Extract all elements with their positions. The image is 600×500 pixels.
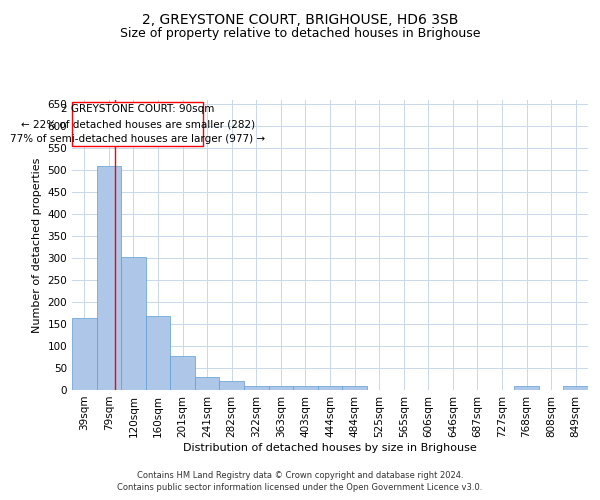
Bar — [146, 316, 170, 390]
Bar — [244, 386, 269, 390]
Bar — [121, 258, 146, 390]
Bar — [293, 386, 318, 390]
Bar — [195, 377, 220, 390]
Bar — [170, 356, 195, 390]
Bar — [563, 386, 588, 390]
Text: 2, GREYSTONE COURT, BRIGHOUSE, HD6 3SB: 2, GREYSTONE COURT, BRIGHOUSE, HD6 3SB — [142, 12, 458, 26]
Bar — [514, 386, 539, 390]
Bar — [342, 386, 367, 390]
Text: 2 GREYSTONE COURT: 90sqm
← 22% of detached houses are smaller (282)
77% of semi-: 2 GREYSTONE COURT: 90sqm ← 22% of detach… — [10, 104, 265, 144]
Bar — [269, 386, 293, 390]
Bar — [72, 318, 97, 390]
X-axis label: Distribution of detached houses by size in Brighouse: Distribution of detached houses by size … — [183, 442, 477, 452]
Bar — [318, 386, 342, 390]
Y-axis label: Number of detached properties: Number of detached properties — [32, 158, 42, 332]
Bar — [220, 381, 244, 390]
Bar — [97, 166, 121, 390]
Text: Size of property relative to detached houses in Brighouse: Size of property relative to detached ho… — [120, 28, 480, 40]
FancyBboxPatch shape — [73, 102, 203, 146]
Text: Contains HM Land Registry data © Crown copyright and database right 2024.
Contai: Contains HM Land Registry data © Crown c… — [118, 471, 482, 492]
